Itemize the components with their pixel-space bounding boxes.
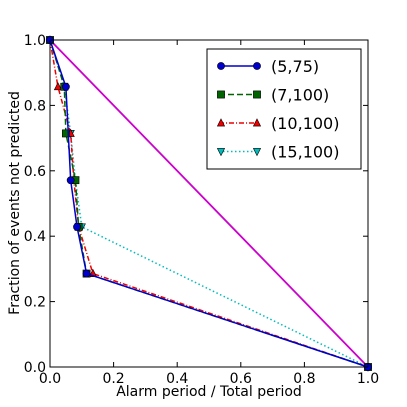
series-line: [49, 39, 369, 368]
data-point: [66, 176, 75, 185]
y-axis-label: Fraction of events not predicted: [7, 91, 23, 315]
data-point: [73, 222, 81, 231]
y-tick-label: 0.6: [24, 164, 46, 180]
y-tick-label: 1.0: [24, 33, 46, 49]
legend-marker: [253, 90, 261, 99]
legend-entry: (5,75): [217, 57, 319, 76]
legend-box: [206, 48, 362, 170]
legend-marker: [253, 62, 261, 70]
x-tick-label: 0.4: [166, 371, 188, 387]
legend-label: (5,75): [271, 57, 319, 76]
legend-marker: [216, 118, 226, 127]
y-tick-label: 0.8: [24, 98, 46, 114]
x-tick-label: 0.6: [230, 371, 252, 387]
x-tick-label: 0.8: [293, 371, 315, 387]
legend-entry: (15,100): [216, 143, 339, 162]
x-tick-label: 0.0: [39, 371, 61, 387]
y-tick-label: 0.4: [24, 229, 46, 245]
legend-marker: [217, 90, 225, 99]
data-point: [53, 81, 63, 91]
series-layer: [45, 35, 373, 372]
series-line: [49, 39, 369, 368]
series-0: [46, 36, 372, 371]
legend-entry: (7,100): [217, 86, 329, 105]
series-4: [49, 39, 369, 368]
x-tick-label: 1.0: [357, 371, 379, 387]
data-point: [62, 82, 70, 91]
legend: (5,75) (7,100) (10,100) (15,100): [206, 48, 362, 170]
y-tick-label: 0.0: [24, 360, 46, 376]
legend-label: (7,100): [271, 86, 329, 105]
y-tick-label: 0.2: [24, 295, 46, 311]
legend-marker: [252, 148, 262, 157]
legend-label: (15,100): [271, 143, 339, 162]
x-axis-label: Alarm period / Total period: [116, 384, 302, 400]
legend-entry: (10,100): [216, 114, 339, 133]
legend-marker: [216, 148, 226, 157]
data-point: [61, 129, 70, 138]
legend-label: (10,100): [271, 114, 339, 133]
data-point: [82, 269, 91, 278]
x-tick-label: 0.2: [102, 371, 124, 387]
legend-marker: [217, 62, 225, 70]
legend-marker: [252, 118, 262, 127]
ticks-layer: 0.0 0.2 0.4 0.6 0.8 1.0 0.0 0.2 0.4 0.6 0.8 1.0: [24, 33, 379, 387]
